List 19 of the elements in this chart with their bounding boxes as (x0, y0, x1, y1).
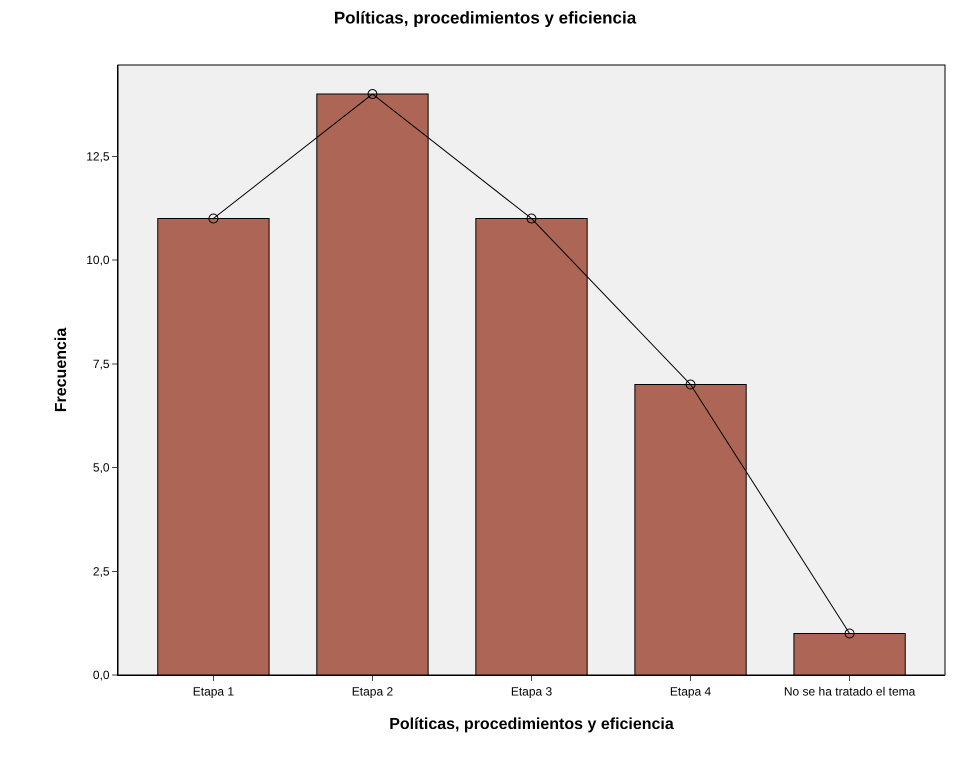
y-axis-title: Frecuencia (53, 328, 70, 412)
point (844, 628, 855, 638)
x-tick-label: Etapa 1 (192, 684, 234, 698)
y-tick-label: 0,0 (92, 668, 110, 682)
point (367, 89, 378, 100)
chart-title: Políticas, procedimientos y eficiencia (334, 8, 637, 28)
x-tick-label: No se ha tratado el tema (784, 684, 916, 698)
x-tick-label: Etapa 4 (670, 684, 712, 698)
x-tick-label: Etapa 3 (510, 684, 553, 698)
x-tick-label: Etapa 2 (352, 684, 394, 698)
y-tick-label: 2,5 (92, 564, 110, 578)
x-axis-title: Políticas, procedimientos y eficiencia (389, 716, 674, 734)
y-tick-label: 7,5 (92, 356, 110, 371)
y-tick-label: 5,0 (92, 460, 110, 475)
point (526, 214, 536, 224)
point (686, 380, 696, 390)
y-tick-label: 10,0 (86, 253, 110, 268)
point (208, 214, 218, 224)
y-tick-label: 12,5 (86, 149, 110, 164)
